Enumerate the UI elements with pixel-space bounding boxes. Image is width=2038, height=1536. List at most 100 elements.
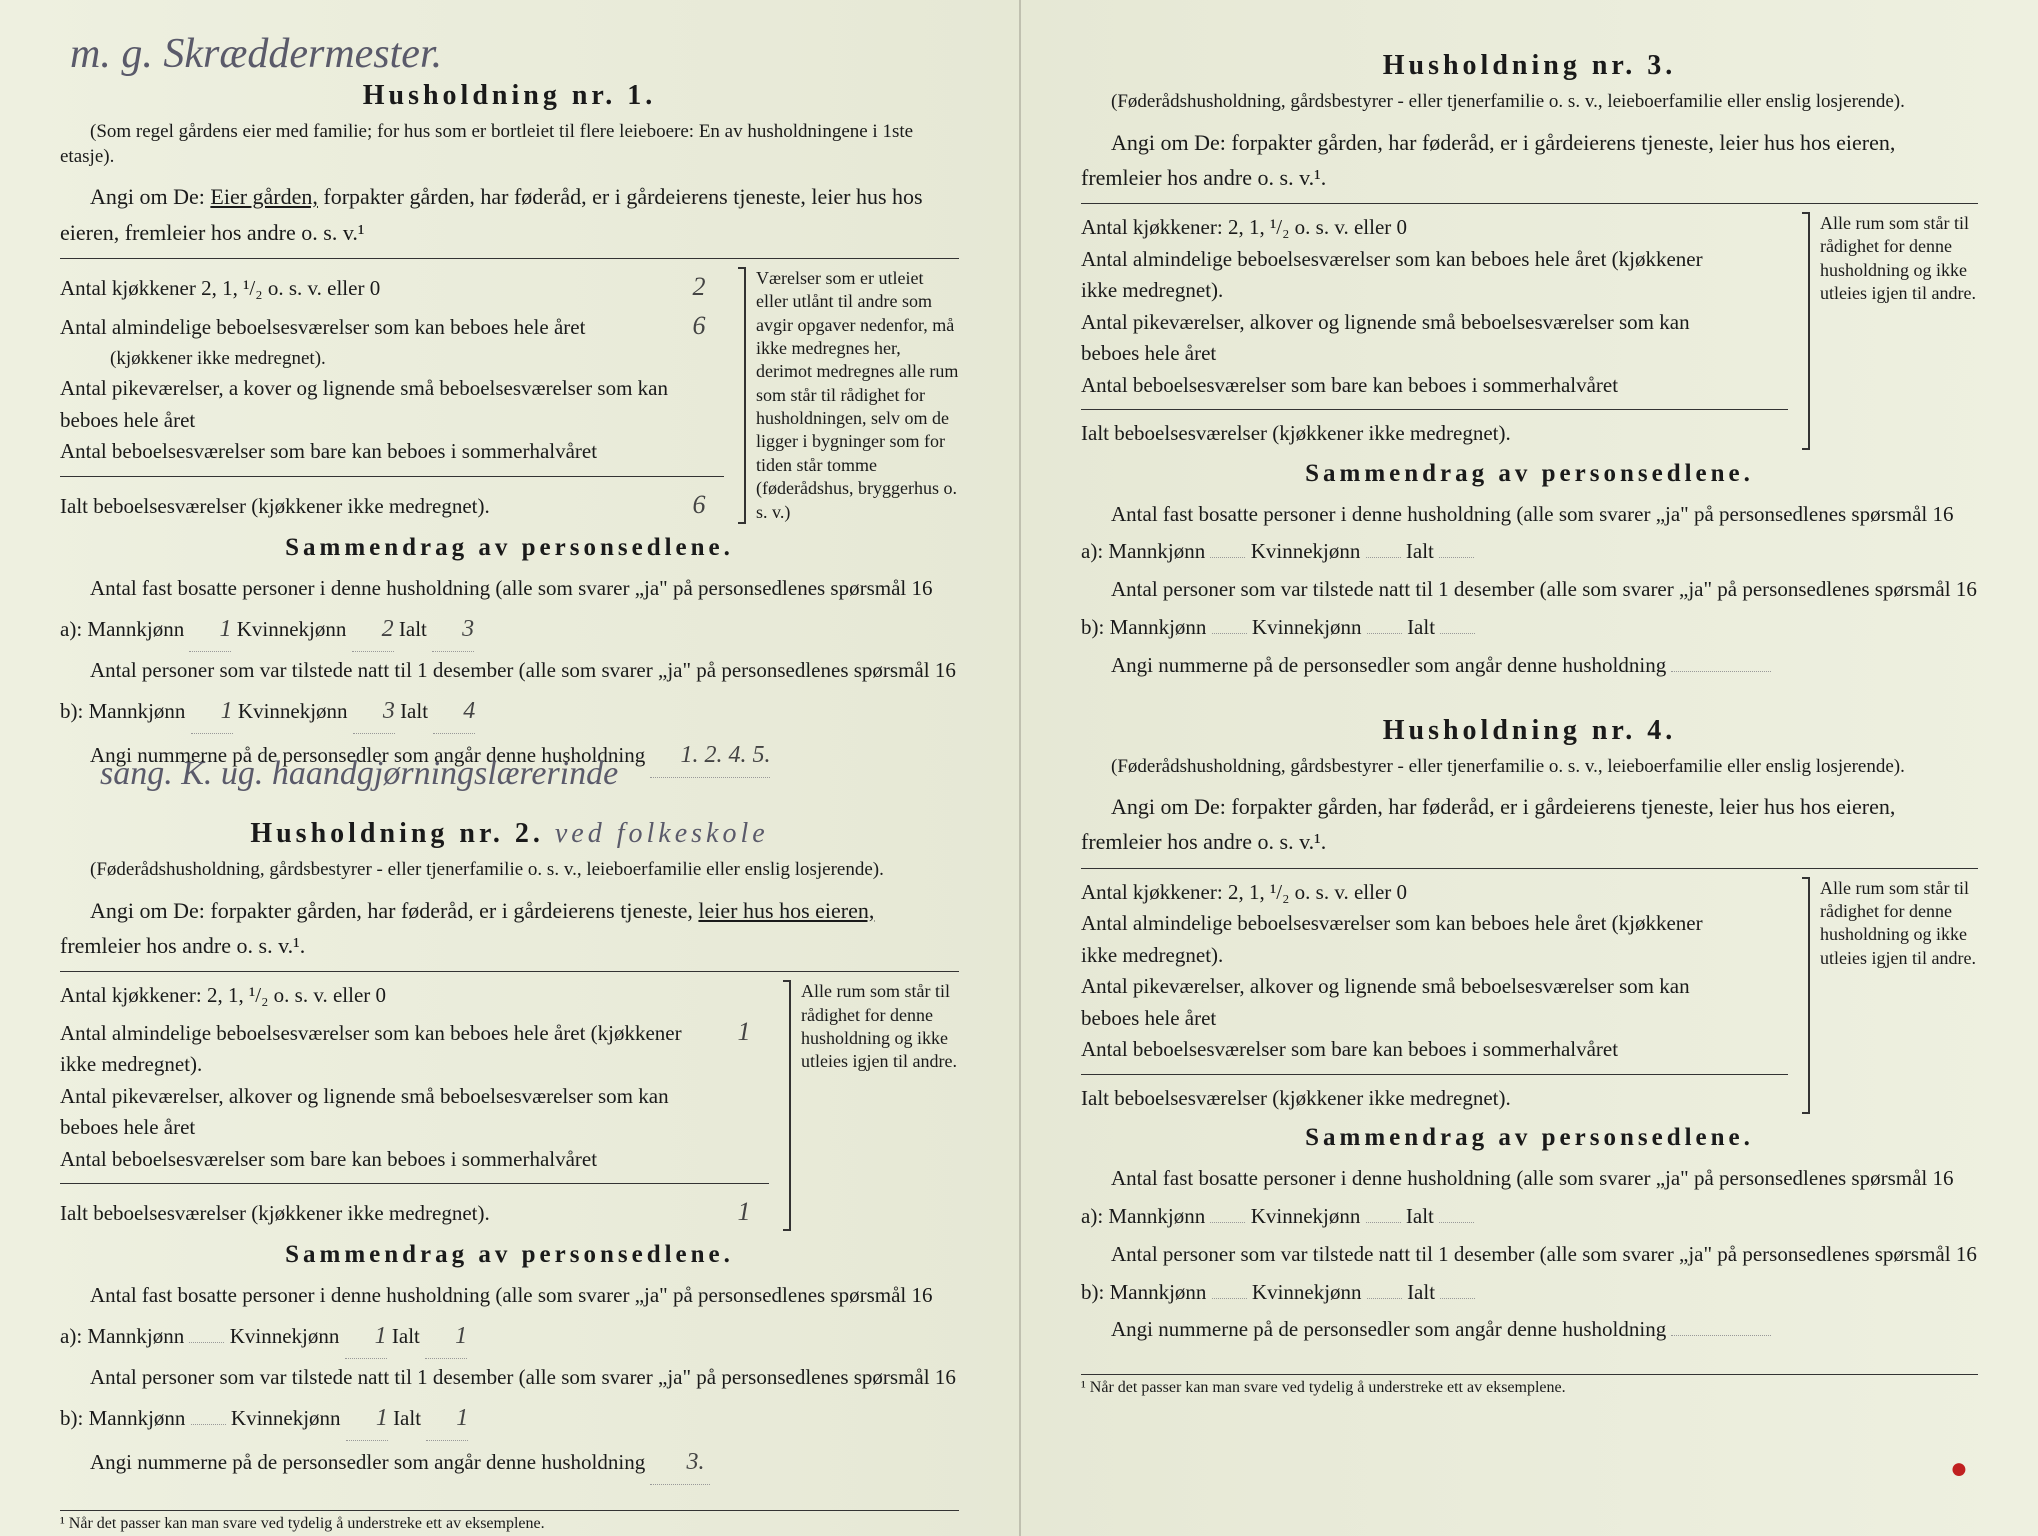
- hh4-title: Husholdning nr. 4.: [1081, 715, 1978, 747]
- m-label: Mannkjønn: [1108, 539, 1205, 563]
- footnote-left: ¹ Når det passer kan man svare ved tydel…: [60, 1510, 959, 1533]
- m-label: Mannkjønn: [87, 1324, 184, 1348]
- angi-prefix: Angi om De:: [90, 898, 205, 923]
- summer-label: Antal beboelsesværelser som bare kan beb…: [60, 1144, 719, 1176]
- s16a-label: Antal fast bosatte personer i denne hush…: [1081, 1166, 1954, 1228]
- s16b-k: [1367, 633, 1402, 634]
- hh4-s16b: Antal personer som var tilstede natt til…: [1081, 1236, 1978, 1312]
- nummer-val: [1671, 671, 1771, 672]
- k-label: Kvinnekjønn: [1251, 1204, 1361, 1228]
- maid-label: Antal pikeværelser, alkover og lignende …: [60, 1081, 719, 1144]
- i-label: Ialt: [1406, 1204, 1434, 1228]
- hh4-nummer: Angi nummerne på de personsedler som ang…: [1081, 1311, 1978, 1349]
- nummer-val: 1. 2. 4. 5.: [650, 734, 770, 778]
- k-label: Kvinnekjønn: [231, 1406, 341, 1430]
- angi-rest: fremleier hos andre o. s. v.¹.: [60, 933, 305, 958]
- nummer-val: 3.: [650, 1441, 710, 1485]
- total-val: 6: [674, 485, 724, 524]
- hh4-rooms: Antal kjøkkener: 2, 1, ¹/₂ o. s. v. elle…: [1081, 877, 1978, 1115]
- kitchen-label: Antal kjøkkener: 2, 1, ¹/₂ o. s. v. elle…: [1081, 877, 1738, 909]
- angi-prefix: Angi om De:: [1111, 130, 1226, 155]
- room-list: Antal kjøkkener 2, 1, ¹/₂ o. s. v. eller…: [60, 267, 724, 524]
- s16a-k: 2: [352, 608, 394, 652]
- hh2-sidenote: Alle rum som står til rådighet for denne…: [789, 980, 959, 1231]
- room-list: Antal kjøkkener: 2, 1, ¹/₂ o. s. v. elle…: [60, 980, 769, 1231]
- s16a-i: [1439, 1222, 1474, 1223]
- k-label: Kvinnekjønn: [1252, 615, 1362, 639]
- s16a-k: [1366, 1222, 1401, 1223]
- hh1-s16a: Antal fast bosatte personer i denne hush…: [60, 570, 959, 652]
- angi-underlined: Eier gården,: [210, 184, 318, 209]
- hh3-s16a: Antal fast bosatte personer i denne hush…: [1081, 496, 1978, 572]
- maid-label: Antal pikeværelser, a kover og lignende …: [60, 373, 674, 436]
- hh1-angi: Angi om De: Eier gården, forpakter gårde…: [60, 179, 959, 249]
- k-label: Kvinnekjønn: [230, 1324, 340, 1348]
- m-label: Mannkjønn: [87, 617, 184, 641]
- s16b-label: Antal personer som var tilstede natt til…: [1081, 1242, 1977, 1304]
- hh4-sidenote: Alle rum som står til rådighet for denne…: [1808, 877, 1978, 1115]
- k-label: Kvinnekjønn: [238, 699, 348, 723]
- s16a-i: [1439, 557, 1474, 558]
- i-label: Ialt: [400, 699, 428, 723]
- hw-after-title: ved folkeskole: [555, 818, 769, 849]
- angi-text: forpakter gården, har føderåd, er i gård…: [210, 898, 698, 923]
- hh3-sidenote: Alle rum som står til rådighet for denne…: [1808, 212, 1978, 450]
- s16b-k: 3: [353, 690, 395, 734]
- hh3-s16b: Antal personer som var tilstede natt til…: [1081, 571, 1978, 647]
- ordinary-label: Antal almindelige beboelsesværelser som …: [1081, 908, 1738, 971]
- m-label: Mannkjønn: [89, 699, 186, 723]
- s16b-i: 4: [433, 690, 475, 734]
- s16b-m: [1212, 1298, 1247, 1299]
- hh4-s16a: Antal fast bosatte personer i denne hush…: [1081, 1160, 1978, 1236]
- handwriting-top: m. g. Skræddermester.: [70, 30, 442, 78]
- i-label: Ialt: [393, 1406, 421, 1430]
- total-label: Ialt beboelsesværelser (kjøkkener ikke m…: [1081, 1083, 1738, 1115]
- k-label: Kvinnekjønn: [1252, 1280, 1362, 1304]
- i-label: Ialt: [1406, 539, 1434, 563]
- hh4-subtitle: (Føderådshusholdning, gårdsbestyrer - el…: [1081, 755, 1978, 780]
- hh2-angi: Angi om De: forpakter gården, har føderå…: [60, 893, 959, 963]
- s16b-i: 1: [426, 1397, 468, 1441]
- hh4-summary-title: Sammendrag av personsedlene.: [1081, 1124, 1978, 1152]
- hh3-angi: Angi om De: forpakter gården, har føderå…: [1081, 125, 1978, 195]
- ordinary-label: Antal almindelige beboelsesværelser som …: [60, 312, 674, 344]
- total-label: Ialt beboelsesværelser (kjøkkener ikke m…: [60, 491, 674, 523]
- hh2-summary-title: Sammendrag av personsedlene.: [60, 1241, 959, 1269]
- red-dot-icon: ●: [1950, 1452, 1968, 1486]
- handwriting-mid: sang. K. ug. haandgjørningslærerinde: [100, 755, 618, 793]
- hh3-nummer: Angi nummerne på de personsedler som ang…: [1081, 647, 1978, 685]
- hh2-title-text: Husholdning nr. 2.: [250, 818, 544, 849]
- household-2: Husholdning nr. 2. ved folkeskole (Føder…: [60, 818, 959, 1485]
- s16a-m: [1210, 557, 1245, 558]
- hh1-s16b: Antal personer som var tilstede natt til…: [60, 652, 959, 734]
- k-label: Kvinnekjønn: [237, 617, 347, 641]
- i-label: Ialt: [392, 1324, 420, 1348]
- hh3-title: Husholdning nr. 3.: [1081, 50, 1978, 82]
- s16a-label: Antal fast bosatte personer i denne hush…: [60, 1283, 933, 1348]
- divider: [60, 258, 959, 259]
- page-left: m. g. Skræddermester. Husholdning nr. 1.…: [0, 0, 1019, 1536]
- page-right: Husholdning nr. 3. (Føderådshusholdning,…: [1019, 0, 2038, 1536]
- maid-label: Antal pikeværelser, alkover og lignende …: [1081, 971, 1738, 1034]
- hh2-title: Husholdning nr. 2. ved folkeskole: [60, 818, 959, 850]
- s16b-m: 1: [191, 690, 233, 734]
- i-label: Ialt: [1407, 615, 1435, 639]
- hh3-summary-title: Sammendrag av personsedlene.: [1081, 460, 1978, 488]
- s16b-label: Antal personer som var tilstede natt til…: [1081, 577, 1977, 639]
- s16a-i: 1: [425, 1315, 467, 1359]
- hh2-s16b: Antal personer som var tilstede natt til…: [60, 1359, 959, 1441]
- s16b-k: 1: [346, 1397, 388, 1441]
- i-label: Ialt: [1407, 1280, 1435, 1304]
- total-label: Ialt beboelsesværelser (kjøkkener ikke m…: [60, 1198, 719, 1230]
- s16b-i: [1440, 633, 1475, 634]
- kitchen-label: Antal kjøkkener: 2, 1, ¹/₂ o. s. v. elle…: [1081, 212, 1738, 244]
- ordinary-val: 1: [719, 1012, 769, 1051]
- m-label: Mannkjønn: [1110, 1280, 1207, 1304]
- hh3-subtitle: (Føderådshusholdning, gårdsbestyrer - el…: [1081, 90, 1978, 115]
- hh1-title: Husholdning nr. 1.: [60, 80, 959, 112]
- ordinary-label: Antal almindelige beboelsesværelser som …: [60, 1018, 719, 1081]
- hh1-sidenote: Værelser som er utleiet eller utlånt til…: [744, 267, 959, 524]
- k-label: Kvinnekjønn: [1251, 539, 1361, 563]
- ordinary-sub: (kjøkkener ikke medregnet).: [60, 345, 724, 374]
- s16b-label: Antal personer som var tilstede natt til…: [60, 1365, 956, 1430]
